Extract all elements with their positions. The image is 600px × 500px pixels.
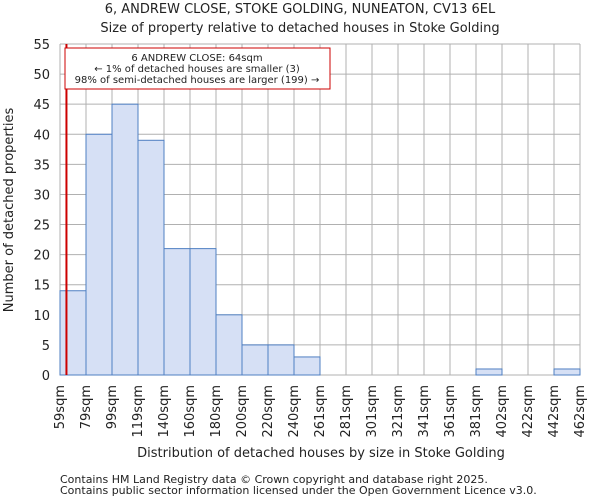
x-tick-label: 381sqm bbox=[469, 385, 484, 438]
x-tick-label: 301sqm bbox=[365, 385, 380, 438]
x-tick-label: 240sqm bbox=[287, 385, 302, 438]
x-tick-label: 59sqm bbox=[53, 385, 68, 429]
annotation-frame bbox=[64, 47, 331, 90]
x-tick-label: 361sqm bbox=[443, 385, 458, 438]
y-tick-label: 15 bbox=[33, 279, 50, 294]
x-tick-label: 341sqm bbox=[417, 385, 432, 438]
bar-442sqm bbox=[553, 368, 581, 376]
x-tick-label: 79sqm bbox=[79, 385, 94, 429]
y-tick-label: 25 bbox=[33, 219, 50, 234]
y-tick-label: 45 bbox=[33, 98, 50, 113]
chart-title: 6, ANDREW CLOSE, STOKE GOLDING, NUNEATON… bbox=[105, 2, 496, 17]
y-tick-label: 40 bbox=[33, 128, 50, 143]
x-tick-label: 99sqm bbox=[105, 385, 120, 429]
annotation-line-1: 6 ANDREW CLOSE: 64sqm bbox=[131, 53, 262, 64]
x-tick-labels: 59sqm 79sqm 99sqm 119sqm 140sqm 160sqm 180sqm 2… bbox=[53, 385, 588, 438]
bar-381sqm bbox=[475, 368, 503, 376]
x-tick-label: 180sqm bbox=[209, 385, 224, 438]
y-axis-label: Number of detached properties bbox=[2, 108, 17, 313]
bar-layer bbox=[59, 103, 581, 376]
y-tick-label: 30 bbox=[33, 188, 50, 203]
y-tick-label: 10 bbox=[33, 309, 50, 324]
x-tick-label: 200sqm bbox=[235, 385, 250, 438]
y-tick-label: 35 bbox=[33, 158, 50, 173]
y-tick-label: 5 bbox=[42, 339, 50, 354]
bar-160sqm bbox=[189, 248, 217, 376]
y-tick-label: 0 bbox=[42, 369, 50, 384]
x-tick-label: 220sqm bbox=[261, 385, 276, 438]
x-tick-label: 462sqm bbox=[573, 385, 588, 438]
x-tick-label: 140sqm bbox=[157, 385, 172, 438]
y-tick-labels: 0 5 10 15 20 25 30 35 40 45 50 55 bbox=[33, 38, 50, 384]
footer-line-1: Contains HM Land Registry data © Crown c… bbox=[60, 473, 488, 486]
x-tick-label: 160sqm bbox=[183, 385, 198, 438]
bar-200sqm bbox=[241, 344, 269, 376]
x-tick-label: 442sqm bbox=[547, 385, 562, 438]
bar-220sqm bbox=[267, 344, 295, 376]
x-axis-label: Distribution of detached houses by size … bbox=[137, 446, 505, 461]
x-tick-label: 281sqm bbox=[339, 385, 354, 438]
bar-240sqm bbox=[293, 356, 321, 376]
y-tick-label: 55 bbox=[33, 38, 50, 53]
x-tick-label: 261sqm bbox=[313, 385, 328, 438]
y-tick-label: 50 bbox=[33, 68, 50, 83]
chart-subtitle: Size of property relative to detached ho… bbox=[100, 21, 499, 36]
annotation-line-2: ← 1% of detached houses are smaller (3) bbox=[94, 64, 300, 75]
bar-59sqm bbox=[59, 290, 87, 376]
annotation-box: 6 ANDREW CLOSE: 64sqm ← 1% of detached h… bbox=[64, 47, 331, 90]
x-tick-label: 422sqm bbox=[521, 385, 536, 438]
x-tick-label: 402sqm bbox=[495, 385, 510, 438]
annotation-line-3: 98% of semi-detached houses are larger (… bbox=[75, 75, 320, 86]
footer-line-2: Contains public sector information licen… bbox=[60, 484, 537, 497]
bar-119sqm bbox=[137, 139, 165, 376]
bar-79sqm bbox=[85, 133, 113, 376]
bar-180sqm bbox=[215, 314, 243, 376]
y-tick-label: 20 bbox=[33, 249, 50, 264]
bar-140sqm bbox=[163, 248, 191, 376]
x-tick-label: 321sqm bbox=[391, 385, 406, 438]
bar-99sqm bbox=[111, 103, 139, 376]
x-tick-label: 119sqm bbox=[131, 385, 146, 438]
